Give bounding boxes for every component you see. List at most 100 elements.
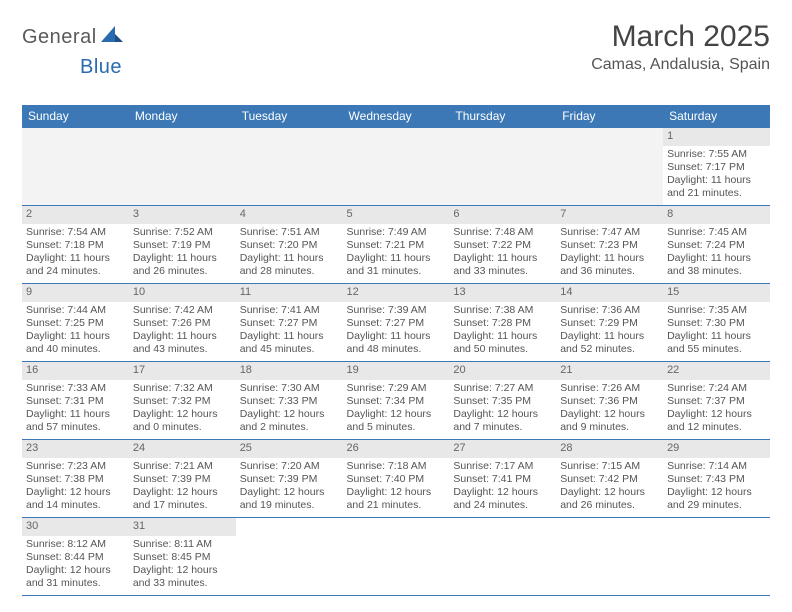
daylight-text: Daylight: 12 hours <box>240 486 339 499</box>
daylight-text: Daylight: 12 hours <box>133 564 232 577</box>
daylight-text: Daylight: 12 hours <box>347 408 446 421</box>
daylight-text: and 14 minutes. <box>26 499 125 512</box>
sunset-text: Sunset: 7:30 PM <box>667 317 766 330</box>
calendar-cell: 19Sunrise: 7:29 AMSunset: 7:34 PMDayligh… <box>343 362 450 440</box>
calendar-cell: 29Sunrise: 7:14 AMSunset: 7:43 PMDayligh… <box>663 440 770 518</box>
day-number: 8 <box>663 206 770 224</box>
day-header: Sunday <box>22 105 129 128</box>
daylight-text: Daylight: 12 hours <box>453 486 552 499</box>
sunrise-text: Sunrise: 7:32 AM <box>133 382 232 395</box>
daylight-text: Daylight: 11 hours <box>667 252 766 265</box>
sunset-text: Sunset: 7:17 PM <box>667 161 766 174</box>
daylight-text: and 17 minutes. <box>133 499 232 512</box>
daylight-text: and 28 minutes. <box>240 265 339 278</box>
calendar-cell: 26Sunrise: 7:18 AMSunset: 7:40 PMDayligh… <box>343 440 450 518</box>
calendar-cell <box>449 518 556 596</box>
daylight-text: Daylight: 11 hours <box>240 330 339 343</box>
daylight-text: Daylight: 12 hours <box>560 408 659 421</box>
day-number: 7 <box>556 206 663 224</box>
logo: General <box>22 20 125 49</box>
daylight-text: Daylight: 11 hours <box>26 252 125 265</box>
daylight-text: Daylight: 12 hours <box>667 408 766 421</box>
calendar-cell <box>236 128 343 206</box>
day-number: 26 <box>343 440 450 458</box>
sunset-text: Sunset: 7:36 PM <box>560 395 659 408</box>
calendar-cell <box>449 128 556 206</box>
calendar-cell: 4Sunrise: 7:51 AMSunset: 7:20 PMDaylight… <box>236 206 343 284</box>
calendar-cell: 28Sunrise: 7:15 AMSunset: 7:42 PMDayligh… <box>556 440 663 518</box>
sunrise-text: Sunrise: 7:38 AM <box>453 304 552 317</box>
daylight-text: and 38 minutes. <box>667 265 766 278</box>
day-number: 16 <box>22 362 129 380</box>
calendar-cell: 27Sunrise: 7:17 AMSunset: 7:41 PMDayligh… <box>449 440 556 518</box>
sunrise-text: Sunrise: 7:33 AM <box>26 382 125 395</box>
day-header: Wednesday <box>343 105 450 128</box>
sunset-text: Sunset: 7:22 PM <box>453 239 552 252</box>
calendar-cell: 3Sunrise: 7:52 AMSunset: 7:19 PMDaylight… <box>129 206 236 284</box>
day-number: 3 <box>129 206 236 224</box>
sunset-text: Sunset: 7:40 PM <box>347 473 446 486</box>
sunset-text: Sunset: 7:37 PM <box>667 395 766 408</box>
sunrise-text: Sunrise: 7:21 AM <box>133 460 232 473</box>
daylight-text: and 21 minutes. <box>667 187 766 200</box>
sunrise-text: Sunrise: 7:48 AM <box>453 226 552 239</box>
daylight-text: and 33 minutes. <box>453 265 552 278</box>
daylight-text: and 9 minutes. <box>560 421 659 434</box>
sunset-text: Sunset: 7:28 PM <box>453 317 552 330</box>
sunset-text: Sunset: 7:39 PM <box>240 473 339 486</box>
calendar-cell: 10Sunrise: 7:42 AMSunset: 7:26 PMDayligh… <box>129 284 236 362</box>
calendar-row: 30Sunrise: 8:12 AMSunset: 8:44 PMDayligh… <box>22 518 770 596</box>
daylight-text: and 24 minutes. <box>453 499 552 512</box>
daylight-text: Daylight: 11 hours <box>667 174 766 187</box>
calendar-cell: 12Sunrise: 7:39 AMSunset: 7:27 PMDayligh… <box>343 284 450 362</box>
daylight-text: Daylight: 11 hours <box>240 252 339 265</box>
sunset-text: Sunset: 7:31 PM <box>26 395 125 408</box>
calendar-cell: 2Sunrise: 7:54 AMSunset: 7:18 PMDaylight… <box>22 206 129 284</box>
calendar-cell <box>663 518 770 596</box>
daylight-text: Daylight: 12 hours <box>560 486 659 499</box>
sunrise-text: Sunrise: 7:30 AM <box>240 382 339 395</box>
day-number: 28 <box>556 440 663 458</box>
sunset-text: Sunset: 7:23 PM <box>560 239 659 252</box>
sunrise-text: Sunrise: 7:44 AM <box>26 304 125 317</box>
daylight-text: and 5 minutes. <box>347 421 446 434</box>
daylight-text: and 52 minutes. <box>560 343 659 356</box>
day-number: 20 <box>449 362 556 380</box>
daylight-text: and 26 minutes. <box>560 499 659 512</box>
daylight-text: and 21 minutes. <box>347 499 446 512</box>
day-header: Thursday <box>449 105 556 128</box>
daylight-text: and 31 minutes. <box>347 265 446 278</box>
calendar-cell: 8 Sunrise: 7:45 AMSunset: 7:24 PMDaylight… <box>663 206 770 284</box>
daylight-text: and 26 minutes. <box>133 265 232 278</box>
calendar-cell: 18Sunrise: 7:30 AMSunset: 7:33 PMDayligh… <box>236 362 343 440</box>
day-number: 12 <box>343 284 450 302</box>
sunrise-text: Sunrise: 7:45 AM <box>667 226 766 239</box>
daylight-text: Daylight: 11 hours <box>133 252 232 265</box>
daylight-text: Daylight: 12 hours <box>240 408 339 421</box>
sunrise-text: Sunrise: 7:14 AM <box>667 460 766 473</box>
sunrise-text: Sunrise: 8:12 AM <box>26 538 125 551</box>
sunrise-text: Sunrise: 7:47 AM <box>560 226 659 239</box>
daylight-text: Daylight: 12 hours <box>347 486 446 499</box>
sunrise-text: Sunrise: 7:35 AM <box>667 304 766 317</box>
sunrise-text: Sunrise: 7:24 AM <box>667 382 766 395</box>
day-number: 30 <box>22 518 129 536</box>
daylight-text: Daylight: 12 hours <box>133 408 232 421</box>
calendar-row: 16 Sunrise: 7:33 AMSunset: 7:31 PM Dayligh… <box>22 362 770 440</box>
sunset-text: Sunset: 7:25 PM <box>26 317 125 330</box>
calendar-row: 23Sunrise: 7:23 AMSunset: 7:38 PMDayligh… <box>22 440 770 518</box>
day-number: 2 <box>22 206 129 224</box>
calendar-cell: 14Sunrise: 7:36 AMSunset: 7:29 PMDayligh… <box>556 284 663 362</box>
day-number: 27 <box>449 440 556 458</box>
day-number: 21 <box>556 362 663 380</box>
calendar-cell: 1Sunrise: 7:55 AMSunset: 7:17 PMDaylight… <box>663 128 770 206</box>
sail-icon <box>101 26 123 49</box>
daylight-text: Daylight: 11 hours <box>133 330 232 343</box>
day-number: 17 <box>129 362 236 380</box>
calendar-row: 2Sunrise: 7:54 AMSunset: 7:18 PMDaylight… <box>22 206 770 284</box>
calendar-row: 1Sunrise: 7:55 AMSunset: 7:17 PMDaylight… <box>22 128 770 206</box>
sunset-text: Sunset: 7:35 PM <box>453 395 552 408</box>
sunset-text: Sunset: 7:24 PM <box>667 239 766 252</box>
sunrise-text: Sunrise: 7:52 AM <box>133 226 232 239</box>
sunset-text: Sunset: 7:26 PM <box>133 317 232 330</box>
